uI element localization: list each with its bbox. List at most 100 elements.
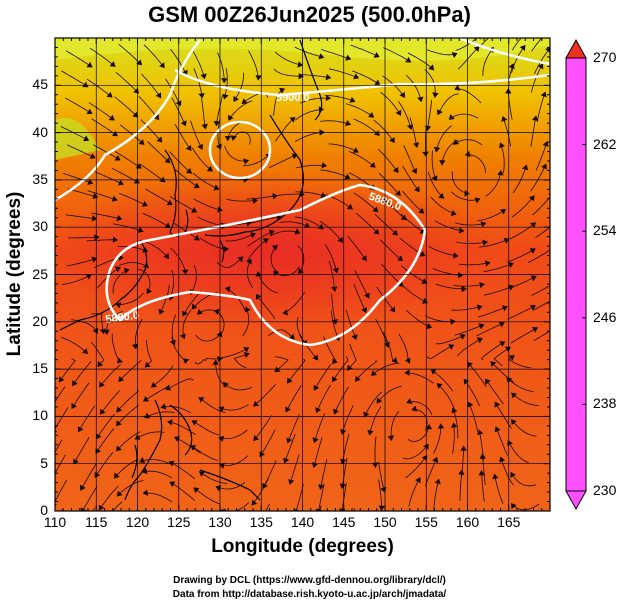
streamline-arrow-icon: [315, 407, 322, 414]
streamline: [451, 171, 470, 194]
streamline-arrow-icon: [425, 423, 433, 430]
streamline-arrow-icon: [351, 334, 358, 341]
streamline-arrow-icon: [164, 157, 171, 164]
streamline-arrow-icon: [451, 422, 458, 428]
streamline-arrow-icon: [480, 221, 487, 228]
streamline: [481, 470, 485, 502]
streamline-arrow-icon: [286, 377, 293, 384]
streamline-arrow-icon: [459, 333, 466, 340]
streamline-arrow-icon: [479, 453, 486, 459]
x-tick-label: 165: [497, 514, 521, 530]
streamline-arrow-icon: [114, 266, 121, 273]
streamline-arrow-icon: [317, 223, 324, 230]
streamline: [355, 212, 379, 235]
streamline-arrow-icon: [253, 435, 260, 442]
streamline-arrow-icon: [498, 321, 505, 328]
streamline-arrow-icon: [555, 219, 560, 224]
streamline: [355, 359, 377, 382]
streamline: [502, 116, 511, 147]
streamline: [169, 48, 187, 76]
streamline-arrow-icon: [82, 81, 89, 88]
streamline-arrow-icon: [389, 306, 396, 313]
streamline: [424, 69, 436, 98]
streamline: [233, 353, 250, 369]
streamline: [431, 150, 437, 181]
streamline-arrow-icon: [289, 117, 296, 123]
streamline-arrow-icon: [474, 197, 481, 204]
streamline: [452, 423, 455, 454]
streamline-arrow-icon: [501, 305, 508, 312]
y-tick-label: 0: [40, 502, 48, 518]
x-tick-label: 145: [332, 514, 356, 530]
streamline-arrow-icon: [484, 378, 491, 385]
streamline-arrow-icon: [144, 412, 151, 419]
streamline: [55, 407, 69, 430]
streamline-arrow-icon: [201, 123, 208, 130]
streamline-arrow-icon: [197, 143, 203, 150]
streamline-arrow-icon: [285, 406, 291, 413]
streamline: [509, 222, 536, 240]
streamline-arrow-icon: [318, 484, 325, 490]
streamline-arrow-icon: [369, 161, 376, 168]
streamline-arrow-icon: [83, 135, 90, 142]
streamline: [114, 151, 142, 169]
streamline: [324, 95, 355, 102]
streamline: [405, 74, 422, 102]
streamline: [116, 390, 140, 413]
streamline-arrow-icon: [331, 376, 338, 383]
streamline: [383, 331, 393, 362]
lat-lon-grid: [55, 38, 550, 511]
streamline-arrow-icon: [418, 207, 425, 214]
streamline: [432, 268, 463, 276]
streamline-arrow-icon: [193, 182, 200, 189]
streamline-arrow-icon: [391, 357, 398, 364]
streamline-arrow-icon: [253, 400, 260, 407]
streamline-arrow-icon: [436, 109, 443, 116]
streamline: [55, 386, 66, 403]
streamline-arrow-icon: [213, 184, 220, 191]
colorbar-body: [565, 57, 587, 492]
streamline: [530, 116, 537, 147]
streamline-arrow-icon: [484, 260, 491, 267]
streamline: [216, 256, 244, 268]
streamline-arrow-icon: [138, 139, 145, 146]
streamline-arrow-icon: [79, 484, 86, 491]
streamline-arrow-icon: [153, 114, 160, 121]
streamline: [334, 386, 350, 415]
streamline-arrow-icon: [370, 370, 377, 376]
streamline-arrow-icon: [438, 192, 445, 199]
streamline: [352, 70, 380, 86]
streamline: [201, 98, 206, 129]
streamline-arrow-icon: [318, 53, 325, 60]
x-tick-label: 160: [455, 514, 480, 530]
streamline-arrow-icon: [519, 44, 526, 51]
streamline: [456, 337, 483, 357]
streamline: [375, 318, 389, 348]
streamline-arrow-icon: [494, 401, 501, 408]
streamline-arrow-icon: [150, 381, 157, 388]
streamline: [226, 199, 258, 202]
streamline-arrow-icon: [288, 333, 295, 340]
streamline-arrow-icon: [180, 120, 187, 127]
contour-5880-high: [105, 183, 427, 347]
streamline-arrow-icon: [223, 381, 229, 388]
streamline-arrow-icon: [173, 435, 180, 442]
streamline: [144, 339, 152, 368]
streamline: [143, 384, 171, 402]
streamline-arrow-icon: [86, 61, 93, 68]
streamline: [118, 262, 149, 269]
streamline: [436, 383, 455, 409]
x-tick-label: 135: [249, 514, 273, 530]
streamline: [55, 454, 66, 475]
streamline-arrow-icon: [419, 250, 426, 257]
streamline-arrow-icon: [448, 344, 455, 350]
streamline-arrow-icon: [437, 423, 445, 429]
streamline: [267, 329, 295, 340]
streamline-arrow-icon: [165, 384, 172, 391]
streamline-arrow-icon: [545, 47, 550, 53]
streamline-arrow-icon: [363, 292, 370, 299]
streamline: [433, 423, 442, 454]
streamline: [253, 415, 272, 441]
streamline: [94, 452, 114, 478]
streamline-arrow-icon: [428, 64, 435, 71]
